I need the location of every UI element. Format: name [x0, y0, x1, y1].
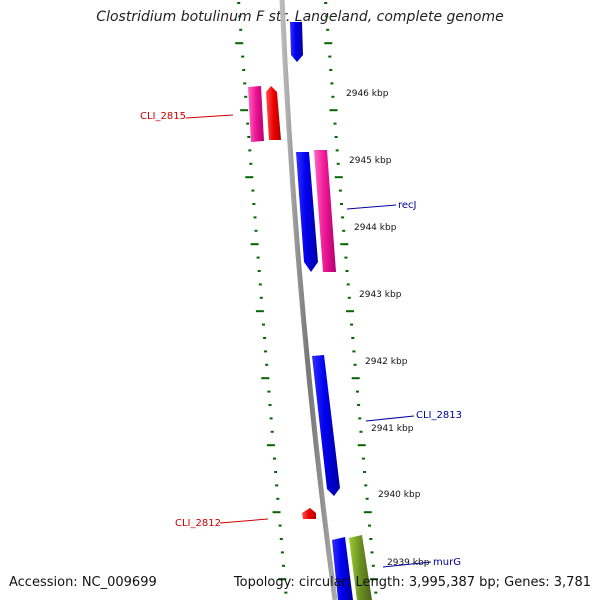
gene-labels: CLI_2815 recJ CLI_2813 CLI_2812 murG — [140, 111, 462, 568]
tick-label-2944: 2944 kbp — [354, 223, 397, 233]
gene-feature-murG-olive — [349, 535, 372, 600]
accession-text: Accession: NC_009699 — [9, 575, 157, 590]
tick-label-2940: 2940 kbp — [378, 490, 421, 500]
genome-backbone — [279, 0, 338, 600]
leader-line-CLI_2812 — [219, 518, 269, 524]
gene-feature-recJ-pink — [314, 150, 336, 272]
gene-feature-top-blue — [290, 22, 303, 62]
gene-feature-murG-blue — [332, 537, 353, 600]
kbp-tick-labels: 2946 kbp 2945 kbp 2944 kbp 2943 kbp 2942… — [346, 89, 430, 568]
tick-label-2939: 2939 kbp — [387, 558, 430, 568]
map-title: Clostridium botulinum F str. Langeland, … — [96, 9, 504, 25]
inner-scale-ring — [235, 2, 288, 594]
leader-line-recJ — [346, 204, 397, 210]
gene-feature-recJ-blue — [296, 152, 318, 272]
outer-scale-ring — [324, 2, 378, 594]
leader-line-CLI_2813 — [365, 415, 415, 422]
gene-feature-CLI_2815-pink — [248, 86, 264, 142]
gene-label-murG: murG — [433, 557, 461, 568]
gene-label-recJ: recJ — [398, 200, 417, 211]
gene-feature-CLI_2812-red — [302, 508, 316, 519]
leader-line-murG — [382, 561, 432, 568]
gene-feature-CLI_2815-red — [266, 86, 281, 140]
genome-info-text: Topology: circular; Length: 3,995,387 bp… — [233, 575, 591, 590]
gene-features — [248, 22, 372, 600]
gene-label-CLI_2815: CLI_2815 — [140, 111, 186, 122]
tick-label-2945: 2945 kbp — [349, 156, 392, 166]
tick-label-2946: 2946 kbp — [346, 89, 389, 99]
tick-label-2942: 2942 kbp — [365, 357, 408, 367]
leader-line-CLI_2815 — [185, 114, 234, 119]
gene-label-CLI_2812: CLI_2812 — [175, 518, 221, 529]
tick-label-2941: 2941 kbp — [371, 424, 414, 434]
tick-label-2943: 2943 kbp — [359, 290, 402, 300]
gene-feature-CLI_2813-blue — [312, 355, 340, 496]
gene-label-CLI_2813: CLI_2813 — [416, 410, 462, 421]
